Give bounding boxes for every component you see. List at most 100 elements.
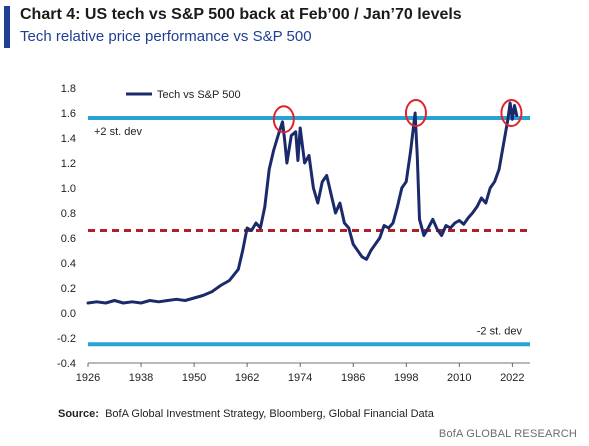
data-point xyxy=(423,234,425,237)
data-point xyxy=(316,202,319,204)
data-point xyxy=(400,187,403,189)
data-point xyxy=(281,120,284,123)
data-point xyxy=(356,249,359,252)
data-point xyxy=(228,279,231,282)
data-point xyxy=(246,227,249,229)
peak-highlight-circle xyxy=(500,99,523,127)
data-point xyxy=(334,212,337,214)
data-point xyxy=(122,302,125,304)
source-text: BofA Global Investment Strategy, Bloombe… xyxy=(105,408,434,420)
data-point xyxy=(263,205,266,208)
data-point xyxy=(131,300,134,303)
data-point xyxy=(104,302,107,304)
data-point xyxy=(467,217,470,219)
source-note: Source: BofA Global Investment Strategy,… xyxy=(58,408,434,420)
data-point xyxy=(369,249,372,252)
y-tick-label: 0.2 xyxy=(61,283,76,295)
data-point xyxy=(513,104,516,107)
chart-subtitle: Tech relative price performance vs S&P 5… xyxy=(20,28,312,45)
data-point xyxy=(392,222,394,224)
data-point xyxy=(416,155,419,158)
brand-label: BofA GLOBAL RESEARCH xyxy=(438,428,577,440)
data-point xyxy=(312,187,315,189)
data-point xyxy=(440,234,443,237)
data-point xyxy=(436,228,439,231)
data-point xyxy=(184,299,187,302)
data-point xyxy=(299,127,302,129)
data-point xyxy=(325,174,328,177)
data-point xyxy=(308,154,310,157)
data-point xyxy=(113,299,116,302)
data-point xyxy=(255,222,257,224)
data-point xyxy=(277,134,279,137)
data-point xyxy=(445,224,447,227)
data-point xyxy=(339,202,341,204)
title-accent-bar xyxy=(4,6,10,48)
data-point xyxy=(157,300,160,303)
x-tick-label: 2010 xyxy=(447,372,471,384)
data-point xyxy=(383,224,386,227)
data-point xyxy=(237,268,240,271)
data-point xyxy=(166,299,169,302)
x-tick-label: 1998 xyxy=(394,372,418,384)
y-tick-label: -0.2 xyxy=(57,333,76,345)
data-point xyxy=(259,227,262,229)
y-tick-label: 1.4 xyxy=(61,133,76,145)
chart-title: Chart 4: US tech vs S&P 500 back at Feb’… xyxy=(20,6,462,23)
minus-2-stdev-label: -2 st. dev xyxy=(477,325,523,337)
data-point xyxy=(365,258,368,261)
data-point xyxy=(453,222,456,224)
x-tick-label: 2022 xyxy=(500,372,524,384)
data-point xyxy=(87,302,89,304)
data-point xyxy=(502,143,505,146)
y-tick-label: 0.0 xyxy=(61,308,76,320)
data-point xyxy=(321,180,324,183)
series-line-tech-vs-sp500 xyxy=(86,101,519,305)
data-point xyxy=(515,114,518,117)
data-point xyxy=(330,193,332,196)
data-point xyxy=(290,134,293,137)
data-point xyxy=(268,168,271,171)
data-point xyxy=(409,149,412,152)
data-point xyxy=(405,180,408,183)
x-tick-label: 1986 xyxy=(341,372,365,384)
plus-2-stdev-label: +2 st. dev xyxy=(94,126,143,138)
data-point xyxy=(95,300,98,303)
data-point xyxy=(418,218,421,221)
data-point xyxy=(374,243,377,246)
data-point xyxy=(507,118,509,121)
data-point xyxy=(210,290,213,293)
data-point xyxy=(148,299,151,302)
legend-label: Tech vs S&P 500 xyxy=(157,89,241,101)
data-point xyxy=(140,302,142,304)
data-point xyxy=(498,168,500,171)
y-tick-label: 1.6 xyxy=(61,108,76,120)
data-point xyxy=(193,297,195,299)
data-point xyxy=(480,197,483,199)
data-point xyxy=(286,162,288,164)
data-point xyxy=(489,187,492,189)
y-tick-label: 1.2 xyxy=(61,158,76,170)
data-point xyxy=(462,223,465,226)
data-point xyxy=(175,298,178,301)
data-point xyxy=(347,227,350,229)
x-tick-label: 1962 xyxy=(235,372,259,384)
data-point xyxy=(449,227,452,229)
x-tick-label: 1926 xyxy=(76,372,100,384)
data-point xyxy=(431,218,434,221)
y-tick-label: 1.0 xyxy=(61,183,76,195)
y-tick-label: 0.8 xyxy=(61,208,76,220)
data-point xyxy=(361,255,363,258)
data-point xyxy=(396,205,399,208)
x-tick-label: 1938 xyxy=(129,372,153,384)
data-point xyxy=(303,162,306,164)
source-label: Source: xyxy=(58,408,99,420)
data-point xyxy=(343,222,346,224)
data-point xyxy=(484,202,487,204)
data-point xyxy=(352,243,355,246)
y-tick-label: -0.4 xyxy=(57,358,76,370)
data-point xyxy=(476,205,478,208)
data-point xyxy=(241,249,244,252)
data-point xyxy=(511,118,514,121)
